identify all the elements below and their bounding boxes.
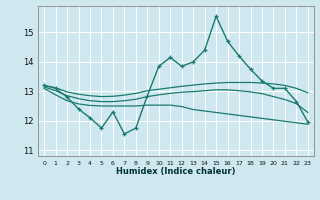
X-axis label: Humidex (Indice chaleur): Humidex (Indice chaleur) <box>116 167 236 176</box>
